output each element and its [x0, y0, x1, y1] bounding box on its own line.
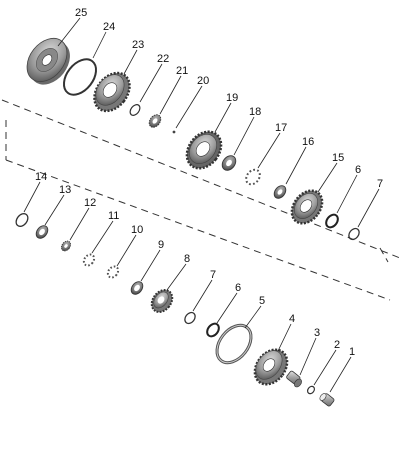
part-25-drum [26, 37, 70, 85]
parts [15, 37, 360, 407]
callout-8: 8 [184, 253, 190, 265]
part-20-pin [172, 130, 176, 134]
part-21-bearing [148, 114, 162, 128]
part-4-drum [253, 348, 289, 386]
part-18-bearing [221, 155, 237, 171]
callout-19: 19 [226, 92, 238, 104]
callout-23: 23 [132, 39, 144, 51]
callout-10: 10 [131, 224, 143, 236]
callout-3: 3 [314, 327, 320, 339]
part-19-plate [185, 130, 223, 170]
part-5-snap-ring [215, 323, 253, 365]
callout-24: 24 [103, 21, 115, 33]
assembly-axis [1, 99, 400, 301]
part-17-needle-bearing [245, 168, 261, 186]
part-2-ring [306, 385, 316, 395]
part-7-ring-lower [184, 311, 196, 325]
callout-7-upper: 7 [377, 178, 383, 190]
part-9-washer [130, 281, 144, 295]
leader-lines [23, 17, 380, 393]
part-16-bushing [273, 185, 287, 199]
callout-4: 4 [289, 313, 295, 325]
part-6-ring-lower [206, 322, 220, 338]
callouts: 25 24 23 22 21 20 19 18 17 16 15 6 7 14 … [35, 7, 383, 358]
part-11-needle-bearing [82, 253, 96, 267]
part-1-bushing [319, 393, 335, 407]
callout-11: 11 [108, 210, 119, 222]
callout-18: 18 [249, 106, 261, 118]
part-24-snap-ring [62, 58, 98, 96]
part-10-needle-bearing [106, 265, 120, 279]
callout-7-lower: 7 [210, 269, 216, 281]
callout-22: 22 [157, 53, 169, 65]
callout-15: 15 [332, 152, 344, 164]
callout-2: 2 [334, 339, 340, 351]
part-12-bearing [60, 240, 72, 252]
part-7-ring-upper [348, 227, 360, 241]
callout-21: 21 [176, 65, 188, 77]
part-8-gear [150, 289, 174, 313]
part-23-clutch-hub [93, 71, 131, 113]
callout-13: 13 [59, 184, 71, 196]
callout-14: 14 [35, 171, 47, 183]
part-6-ring-upper [325, 213, 339, 229]
callout-12: 12 [84, 197, 96, 209]
callout-25: 25 [75, 7, 87, 19]
callout-6-upper: 6 [355, 164, 361, 176]
callout-17: 17 [275, 122, 287, 134]
part-15-geared-hub [290, 189, 324, 225]
callout-20: 20 [197, 75, 209, 87]
part-13-washer [35, 225, 49, 239]
part-3-shaft [286, 370, 302, 388]
callout-9: 9 [158, 239, 164, 251]
part-14-ring [15, 213, 29, 227]
callout-1: 1 [349, 346, 355, 358]
callout-6-lower: 6 [235, 282, 241, 294]
part-22-ring [129, 104, 141, 116]
callout-5: 5 [259, 295, 265, 307]
callout-16: 16 [302, 136, 314, 148]
